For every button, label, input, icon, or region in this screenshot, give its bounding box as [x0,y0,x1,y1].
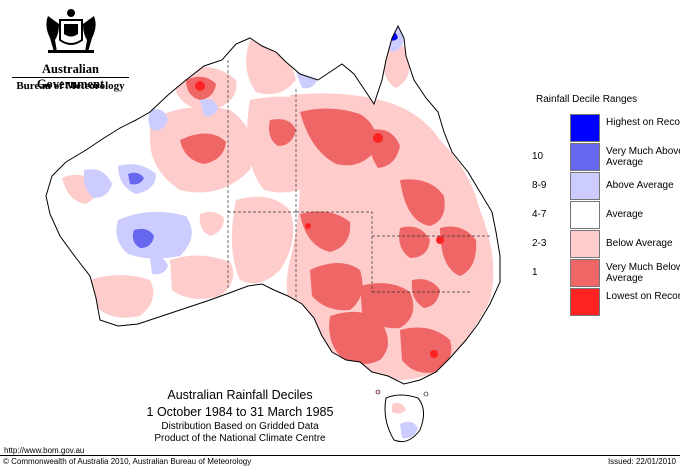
legend-label: Lowest on Record [606,291,680,302]
map-date-range: 1 October 1984 to 31 March 1985 [146,405,334,419]
tasmania-above-average [400,421,418,439]
legend-swatch [570,172,600,200]
map-title: Australian Rainfall Deciles [167,388,313,402]
legend-swatch [570,288,600,316]
legend-label: Above Average [606,180,674,191]
island-flinders [423,391,429,397]
copyright-text: © Commonwealth of Australia 2010, Austra… [3,457,252,466]
legend-code: 4-7 [532,209,547,220]
bureau-title: Bureau of Meteorology [16,80,125,92]
very-much-below-regions [180,76,477,373]
legend-label: Average [606,209,644,220]
legend-title: Rainfall Decile Ranges [536,94,638,105]
island-king [375,389,381,395]
legend-code: 1 [532,267,538,278]
very-much-above-regions [128,172,154,248]
legend-label: Very Much Above Average [606,146,680,168]
website-link[interactable]: http://www.bom.gov.au [4,446,85,455]
coat-of-arms-icon [46,9,96,53]
legend-swatch [570,114,600,142]
legend-label: Highest on Record [606,117,680,128]
legend-swatch [570,143,600,171]
legend-swatch [570,259,600,287]
issued-date: Issued: 22/01/2010 [607,457,676,466]
government-title: Australian Government [36,62,105,91]
subtitle-line-1: Distribution Based on Gridded Data [161,421,319,432]
legend-swatch [570,230,600,258]
decile-regions [62,26,494,380]
map-subtitle: Distribution Based on Gridded Data Produ… [108,421,372,445]
tasmania-below-average [392,402,406,414]
legend-code: 2-3 [532,238,547,249]
footer-divider [0,455,680,456]
header-divider [12,77,129,78]
lowest-on-record-regions [195,81,444,358]
legend-swatch [570,201,600,229]
legend-label: Below Average [606,238,673,249]
legend-label: Very Much Below Average [606,262,680,284]
subtitle-line-2: Product of the National Climate Centre [154,433,326,444]
legend-code: 10 [532,151,544,162]
legend-code: 8-9 [532,180,547,191]
state-borders [227,60,492,300]
